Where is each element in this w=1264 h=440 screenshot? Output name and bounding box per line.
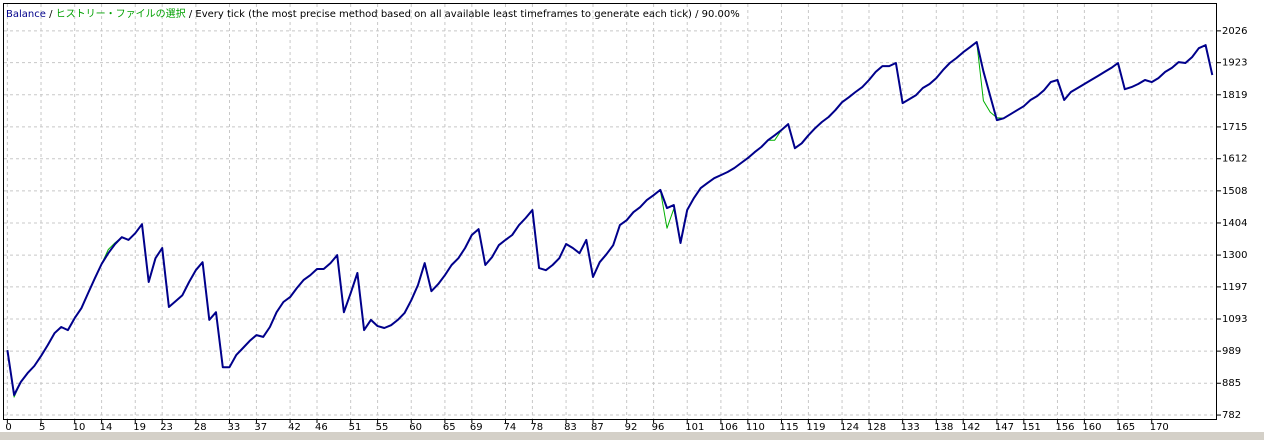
x-tick-label: 151 bbox=[1022, 422, 1041, 433]
y-tick-label: 989 bbox=[1222, 346, 1241, 357]
x-tick-label: 124 bbox=[840, 422, 859, 433]
chart-header: Balance / ヒストリー・ファイルの選択 / Every tick (th… bbox=[6, 7, 740, 20]
x-tick-label: 92 bbox=[625, 422, 638, 433]
x-tick-label: 5 bbox=[39, 422, 45, 433]
y-tick-label: 1612 bbox=[1222, 154, 1247, 165]
status-strip bbox=[0, 432, 1264, 440]
x-tick-label: 33 bbox=[228, 422, 241, 433]
series-line bbox=[6, 41, 1214, 396]
x-tick-label: 156 bbox=[1055, 422, 1074, 433]
x-tick-label: 83 bbox=[564, 422, 577, 433]
x-tick-label: 96 bbox=[652, 422, 665, 433]
y-tick-label: 1093 bbox=[1222, 314, 1247, 325]
x-tick-label: 51 bbox=[349, 422, 362, 433]
model: Every tick (the most precise method base… bbox=[195, 9, 692, 20]
legend-equity: ヒストリー・ファイルの選択 bbox=[56, 7, 186, 20]
x-tick-label: 60 bbox=[409, 422, 422, 433]
y-tick-label: 1715 bbox=[1222, 122, 1247, 133]
plot-frame bbox=[3, 3, 1217, 420]
x-tick-label: 128 bbox=[867, 422, 886, 433]
x-tick-label: 14 bbox=[100, 422, 113, 433]
separator: / bbox=[695, 9, 699, 20]
x-tick-label: 10 bbox=[73, 422, 86, 433]
y-tick-label: 1819 bbox=[1222, 90, 1247, 101]
x-tick-label: 78 bbox=[530, 422, 543, 433]
y-tick-label: 1508 bbox=[1222, 186, 1247, 197]
x-tick-label: 46 bbox=[315, 422, 328, 433]
x-tick-label: 23 bbox=[160, 422, 173, 433]
lines bbox=[6, 41, 1214, 398]
x-tick-label: 0 bbox=[5, 422, 11, 433]
x-tick-label: 133 bbox=[901, 422, 920, 433]
x-tick-label: 19 bbox=[133, 422, 146, 433]
x-tick-label: 28 bbox=[194, 422, 207, 433]
x-tick-label: 55 bbox=[376, 422, 389, 433]
y-tick-label: 1923 bbox=[1222, 58, 1247, 69]
separator: / bbox=[189, 9, 193, 20]
separator: / bbox=[49, 9, 53, 20]
x-tick-label: 170 bbox=[1150, 422, 1169, 433]
x-tick-label: 106 bbox=[719, 422, 738, 433]
x-tick-label: 101 bbox=[685, 422, 704, 433]
y-tick-label: 1300 bbox=[1222, 250, 1247, 261]
x-tick-label: 115 bbox=[779, 422, 798, 433]
x-tick-label: 37 bbox=[254, 422, 267, 433]
x-tick-label: 142 bbox=[961, 422, 980, 433]
y-tick-label: 1404 bbox=[1222, 218, 1247, 229]
x-tick-label: 160 bbox=[1082, 422, 1101, 433]
x-tick-label: 119 bbox=[806, 422, 825, 433]
x-tick-label: 110 bbox=[746, 422, 765, 433]
legend-balance: Balance bbox=[6, 9, 46, 20]
y-tick-label: 2026 bbox=[1222, 26, 1247, 37]
x-tick-label: 138 bbox=[934, 422, 953, 433]
y-tick-label: 782 bbox=[1222, 410, 1241, 421]
x-tick-label: 69 bbox=[470, 422, 483, 433]
x-tick-label: 147 bbox=[995, 422, 1014, 433]
x-tick-label: 65 bbox=[443, 422, 456, 433]
x-tick-label: 87 bbox=[591, 422, 604, 433]
y-tick-label: 885 bbox=[1222, 378, 1241, 389]
quality: 90.00% bbox=[702, 9, 740, 20]
x-tick-label: 165 bbox=[1116, 422, 1135, 433]
grid bbox=[4, 4, 1217, 420]
x-tick-label: 42 bbox=[288, 422, 301, 433]
x-tick-label: 74 bbox=[503, 422, 516, 433]
y-tick-label: 1197 bbox=[1222, 282, 1247, 293]
